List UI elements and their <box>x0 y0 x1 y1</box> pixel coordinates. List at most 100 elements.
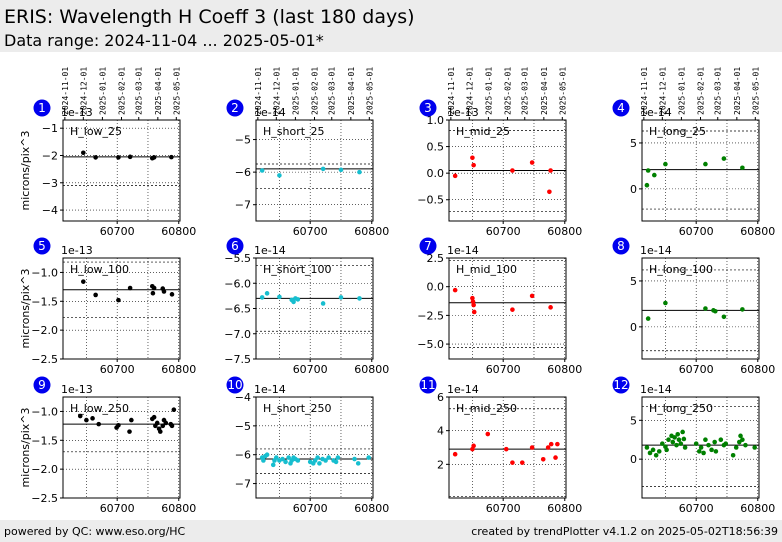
panel-number-badge <box>419 376 437 394</box>
panel-number-label: 2 <box>231 101 239 115</box>
y-tick-label: −5.0 <box>417 338 444 351</box>
y-axis-label: microns/pix^3 <box>19 407 32 487</box>
date-tick-label: 2025-01-01 <box>484 67 493 115</box>
date-tick-label: 2025-04-01 <box>540 67 549 115</box>
series-label: H_mid_25 <box>456 125 510 138</box>
x-tick-label: 60800 <box>161 225 196 238</box>
date-tick-label: 2024-11-01 <box>61 67 70 115</box>
data-point <box>471 443 476 449</box>
date-tick-label: 2024-12-01 <box>272 67 281 115</box>
footer-bar: powered by QC: www.eso.org/HC created by… <box>0 520 782 542</box>
data-point <box>154 420 160 426</box>
data-point <box>335 455 341 460</box>
y-tick-label: −2 <box>42 149 58 162</box>
data-point <box>280 456 285 462</box>
data-point <box>151 414 157 420</box>
panel-number-badge <box>226 376 244 394</box>
y-tick-label: 5 <box>630 137 637 150</box>
data-point <box>171 407 177 412</box>
date-tick-label: 2025-01-01 <box>98 67 107 115</box>
date-tick-label: 2025-04-01 <box>733 67 742 115</box>
y-tick-label: −1.5 <box>31 295 58 308</box>
data-point <box>660 441 665 446</box>
data-point <box>663 161 668 167</box>
panel-number-label: 9 <box>38 378 46 392</box>
x-tick-label: 60800 <box>547 363 582 376</box>
data-point <box>664 447 669 453</box>
y-tick-label: −2.0 <box>31 463 58 476</box>
data-point <box>261 458 266 463</box>
data-point <box>721 156 727 161</box>
y-tick-label: 0.5 <box>427 141 445 154</box>
data-point <box>519 460 525 465</box>
x-tick-label: 60800 <box>740 363 775 376</box>
y-tick-label: 1.0 <box>427 114 445 127</box>
data-point <box>471 162 476 168</box>
data-point <box>366 455 371 460</box>
data-point <box>264 291 270 296</box>
plot-frame <box>62 396 181 499</box>
y-tick-label: −6 <box>235 449 251 462</box>
data-point <box>333 459 339 465</box>
data-point <box>150 290 156 296</box>
data-point <box>320 166 326 172</box>
data-point <box>656 449 662 454</box>
series-label: H_short_250 <box>263 402 332 415</box>
x-tick-label: 60700 <box>100 502 135 515</box>
date-tick-label: 2025-03-01 <box>714 67 723 115</box>
y-tick-label: −0.5 <box>417 194 444 207</box>
data-point <box>338 295 344 300</box>
data-point <box>277 294 282 300</box>
data-point <box>93 292 98 298</box>
plot-frame <box>255 257 374 360</box>
y-tick-label: −2.0 <box>31 324 58 337</box>
x-tick-label: 60700 <box>293 502 328 515</box>
data-point <box>81 279 86 284</box>
data-point <box>315 455 320 460</box>
data-point <box>672 435 677 440</box>
data-point <box>259 168 265 173</box>
plot-frame <box>255 396 374 499</box>
data-range-subtitle: Data range: 2024-11-04 ... 2025-05-01* <box>4 31 324 50</box>
data-point <box>127 429 132 434</box>
data-point <box>553 455 558 460</box>
data-point <box>653 452 659 458</box>
series-label: H_low_100 <box>70 263 129 276</box>
y-tick-label: −7 <box>235 478 251 491</box>
y-tick-label: 0 <box>630 183 637 196</box>
series-label: H_mid_250 <box>456 402 517 415</box>
y-tick-label: −1.0 <box>31 266 58 279</box>
y-tick-label: −1 <box>42 122 58 135</box>
series-label: H_mid_100 <box>456 263 517 276</box>
x-tick-label: 60700 <box>679 225 714 238</box>
axis-exponent: 1e-14 <box>254 244 286 257</box>
data-point <box>740 165 745 171</box>
data-point <box>510 168 515 173</box>
panel-number-label: 7 <box>424 239 432 253</box>
data-point <box>510 307 515 312</box>
y-tick-label: −1.5 <box>31 434 58 447</box>
y-tick-label: −3 <box>42 177 58 190</box>
data-point <box>529 293 535 299</box>
data-point <box>452 451 458 457</box>
y-tick-label: −4 <box>235 391 251 404</box>
data-point <box>151 155 157 160</box>
plot-frame <box>255 119 374 222</box>
date-tick-label: 2025-01-01 <box>291 67 300 115</box>
axis-exponent: 1e-13 <box>61 244 93 257</box>
panel-number-label: 1 <box>38 101 46 115</box>
data-point <box>548 441 554 447</box>
axis-exponent: 1e-14 <box>640 383 672 396</box>
data-point <box>740 437 745 443</box>
panel-number-badge <box>226 99 244 117</box>
panel-number-label: 12 <box>613 378 628 392</box>
data-point <box>676 437 682 443</box>
y-tick-label: 0.0 <box>427 167 445 180</box>
panel-number-badge <box>612 99 630 117</box>
data-point <box>703 306 708 311</box>
data-point <box>730 452 736 458</box>
powered-by-label: powered by QC: www.eso.org/HC <box>4 525 186 538</box>
data-point <box>295 458 301 463</box>
data-point <box>326 455 331 460</box>
date-tick-label: 2024-12-01 <box>465 67 474 115</box>
